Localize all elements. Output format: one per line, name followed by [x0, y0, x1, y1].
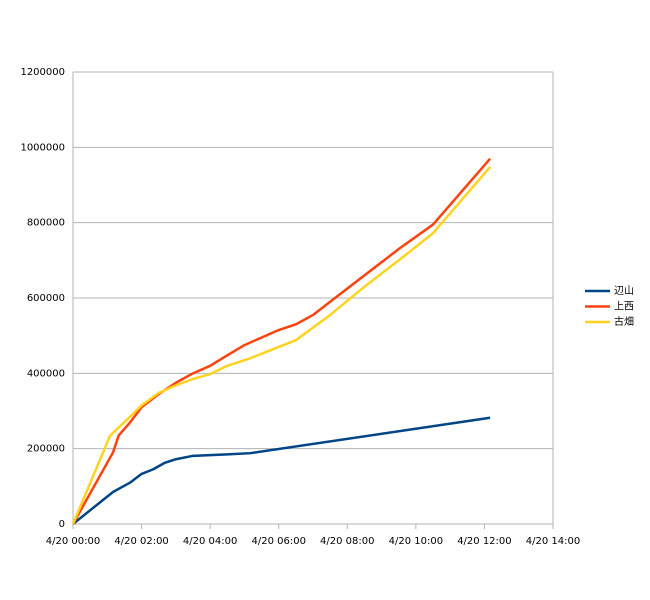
y-tick-label: 400000: [27, 368, 65, 379]
y-tick-label: 200000: [27, 444, 65, 455]
x-tick-label: 4/20 02:00: [114, 536, 168, 547]
x-tick-label: 4/20 14:00: [526, 536, 580, 547]
series-line: [72, 416, 491, 525]
y-tick-label: 1000000: [20, 142, 65, 153]
x-tick-label: 4/20 12:00: [457, 536, 511, 547]
y-tick-label: 600000: [27, 293, 65, 304]
x-tick-label: 4/20 04:00: [183, 536, 237, 547]
legend-label: 古畑: [614, 315, 634, 328]
x-tick-label: 4/20 00:00: [46, 536, 100, 547]
series-line: [71, 157, 492, 525]
x-tick-label: 4/20 10:00: [389, 536, 443, 547]
y-tick-label: 0: [59, 519, 65, 530]
legend-label: 辺山: [614, 285, 634, 297]
x-tick-label: 4/20 06:00: [251, 536, 305, 547]
y-tick-label: 800000: [27, 218, 65, 229]
series-line: [71, 166, 492, 525]
legend-label: 上西: [614, 301, 634, 313]
y-tick-label: 1200000: [20, 67, 65, 78]
x-tick-label: 4/20 08:00: [320, 536, 374, 547]
